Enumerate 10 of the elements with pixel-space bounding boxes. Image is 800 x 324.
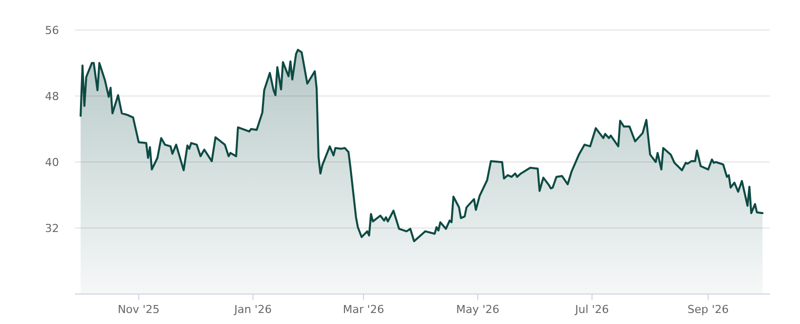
y-tick-label: 56 <box>45 24 59 37</box>
x-tick-label: Jan '26 <box>233 303 272 316</box>
x-tick-label: Mar '26 <box>342 303 384 316</box>
y-tick-label: 40 <box>45 156 59 169</box>
y-tick-label: 48 <box>45 90 59 103</box>
y-tick-label: 32 <box>45 222 59 235</box>
x-tick-label: Sep '26 <box>688 303 729 316</box>
x-tick-label: Jul '26 <box>574 303 609 316</box>
x-tick-label: Nov '25 <box>118 303 160 316</box>
x-tick-label: May '26 <box>456 303 500 316</box>
